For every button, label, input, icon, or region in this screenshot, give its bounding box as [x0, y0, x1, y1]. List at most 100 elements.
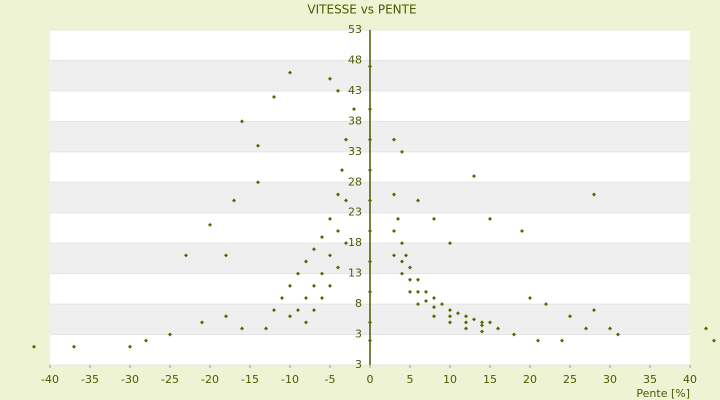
- point: [416, 289, 420, 294]
- x-tick-label: -10: [281, 373, 299, 386]
- point: [480, 329, 484, 334]
- point: [416, 277, 420, 282]
- point: [512, 332, 516, 337]
- y-tick-label: 48: [348, 53, 362, 66]
- point: [704, 326, 708, 331]
- y-tick-label: 13: [348, 267, 362, 280]
- chart-title: VITESSE vs PENTE: [307, 3, 416, 17]
- point: [32, 344, 36, 349]
- point: [296, 271, 300, 276]
- point: [488, 320, 492, 325]
- point: [304, 296, 308, 300]
- point: [432, 314, 436, 319]
- point: [144, 338, 148, 343]
- y-tick-label: 18: [348, 236, 362, 249]
- x-tick-label: 40: [683, 373, 697, 386]
- point: [72, 344, 76, 349]
- point: [392, 137, 396, 142]
- point: [224, 314, 228, 319]
- y-tick-label: 3: [355, 328, 362, 341]
- y-tick-label: 28: [348, 175, 362, 188]
- point: [240, 119, 244, 124]
- point: [328, 216, 332, 221]
- point: [432, 216, 436, 221]
- y-tick-label: 33: [348, 145, 362, 158]
- point: [128, 344, 132, 349]
- point: [480, 323, 484, 328]
- x-tick-label: -20: [201, 373, 219, 386]
- point: [168, 332, 172, 337]
- x-tick-label: -30: [121, 373, 139, 386]
- point: [472, 174, 476, 179]
- point: [520, 229, 524, 233]
- point: [480, 320, 484, 325]
- point: [232, 198, 236, 203]
- point: [440, 302, 444, 307]
- point: [344, 137, 348, 142]
- point: [368, 338, 372, 343]
- point: [368, 320, 372, 325]
- point: [392, 192, 396, 197]
- point: [592, 308, 596, 313]
- point: [328, 283, 332, 288]
- point: [448, 320, 452, 325]
- point: [336, 88, 340, 93]
- point: [368, 289, 372, 294]
- x-tick-label: 20: [523, 373, 537, 386]
- point: [464, 314, 468, 319]
- point: [448, 241, 452, 246]
- point: [256, 143, 260, 148]
- point: [568, 314, 572, 319]
- point: [320, 235, 324, 240]
- point: [584, 326, 588, 331]
- point: [416, 198, 420, 203]
- point: [304, 320, 308, 325]
- point: [368, 168, 372, 173]
- point: [472, 317, 476, 322]
- point: [352, 107, 356, 112]
- point: [320, 271, 324, 276]
- x-tick-label: 10: [443, 373, 457, 386]
- point: [424, 289, 428, 294]
- point: [272, 95, 276, 99]
- point: [200, 320, 204, 325]
- point: [560, 338, 564, 343]
- point: [464, 320, 468, 325]
- x-tick-label: 35: [643, 373, 657, 386]
- point: [408, 265, 412, 270]
- point: [312, 308, 316, 313]
- point: [368, 64, 372, 69]
- point: [368, 198, 372, 203]
- x-tick-label: -5: [325, 373, 336, 386]
- x-axis-label: Pente [%]: [636, 387, 690, 400]
- x-tick-label: 30: [603, 373, 617, 386]
- point: [336, 229, 340, 233]
- y-tick-label: 23: [348, 206, 362, 219]
- x-tick-label: -35: [81, 373, 99, 386]
- point: [536, 338, 540, 343]
- point: [592, 192, 596, 197]
- point: [392, 229, 396, 233]
- point: [368, 107, 372, 112]
- x-tick-label: -15: [241, 373, 259, 386]
- point: [488, 216, 492, 221]
- x-tick-label: 15: [483, 373, 497, 386]
- y-tick-label: 3: [355, 358, 362, 371]
- point: [528, 296, 532, 300]
- point: [448, 314, 452, 319]
- point: [400, 241, 404, 246]
- point: [272, 308, 276, 313]
- point: [408, 277, 412, 282]
- point: [296, 308, 300, 313]
- point: [368, 259, 372, 264]
- point: [424, 299, 428, 304]
- point: [408, 289, 412, 294]
- point: [224, 253, 228, 258]
- point: [328, 253, 332, 258]
- point: [256, 180, 260, 185]
- x-tick-label: 0: [367, 373, 374, 386]
- point: [432, 296, 436, 300]
- point: [400, 271, 404, 276]
